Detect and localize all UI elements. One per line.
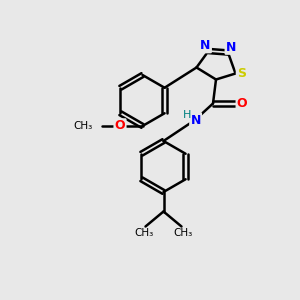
Text: CH₃: CH₃ [173,228,193,238]
Text: N: N [190,113,201,127]
Text: S: S [237,67,246,80]
Text: H: H [182,110,191,120]
Text: N: N [200,39,211,52]
Text: N: N [226,40,236,54]
Text: CH₃: CH₃ [134,228,154,238]
Text: O: O [115,119,125,133]
Text: CH₃: CH₃ [74,121,93,131]
Text: O: O [237,97,248,110]
